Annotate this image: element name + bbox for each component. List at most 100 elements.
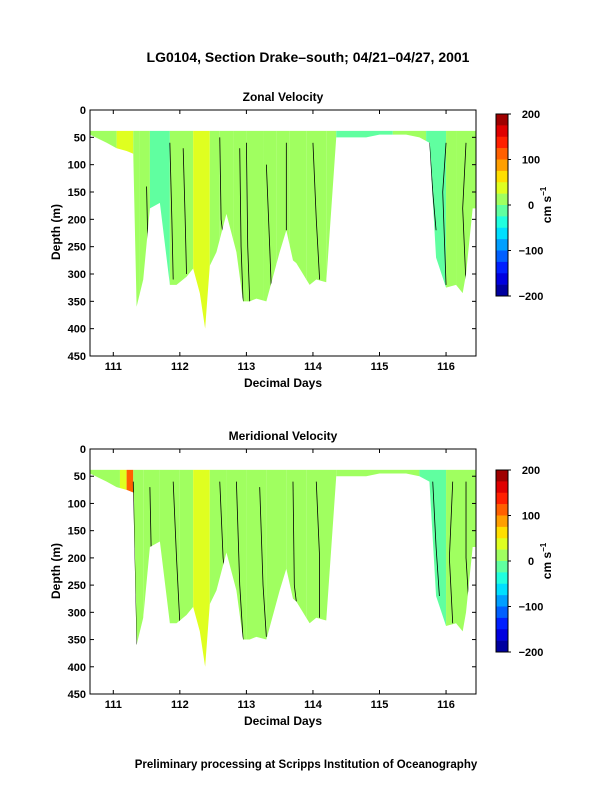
colorbar-cell — [496, 284, 508, 297]
velocity-cell — [193, 469, 210, 667]
colorbar-cell — [496, 595, 508, 607]
colorbar-tick-label: −100 — [519, 246, 544, 258]
velocity-cell — [149, 130, 170, 329]
x-tick-label: 114 — [304, 361, 323, 373]
velocity-cell — [326, 130, 337, 329]
contour-line — [265, 164, 273, 299]
colorbar-cell — [496, 538, 508, 550]
colorbar-cell — [496, 583, 508, 596]
y-tick-label: 0 — [80, 105, 86, 117]
x-tick-label: 111 — [105, 361, 122, 373]
colorbar-tick-label: 100 — [522, 155, 540, 167]
panel-title: Meridional Velocity — [229, 429, 338, 443]
velocity-cell — [169, 130, 187, 329]
velocity-cell — [289, 130, 307, 329]
y-axis-label: Depth (m) — [49, 543, 63, 599]
colorbar-cell — [496, 114, 508, 126]
colorbar-tick-label: 100 — [522, 511, 540, 523]
colorbar-tick-label: 200 — [522, 465, 540, 477]
contour-line — [442, 142, 447, 285]
colorbar-label-exponent: −1 — [539, 186, 548, 196]
colorbar-cell — [496, 193, 508, 206]
colorbar-cell — [496, 125, 508, 138]
zonal-velocity-panel: Zonal Velocity Decimal Days Depth (m) 0 5… — [49, 90, 554, 390]
contour-line — [462, 142, 467, 285]
colorbar-cell — [496, 515, 508, 528]
velocity-cell — [133, 130, 140, 329]
y-tick-label: 200 — [68, 214, 86, 226]
x-tick-label: 114 — [304, 699, 323, 711]
colorbar-tick-label: −200 — [519, 291, 544, 303]
x-tick-label: 112 — [171, 361, 189, 373]
y-tick-label: 250 — [68, 242, 86, 254]
contour-line — [239, 148, 244, 302]
colorbar-cell — [496, 227, 508, 240]
velocity-cell — [246, 130, 264, 329]
colorbar-cell — [496, 504, 508, 516]
y-tick-label: 250 — [68, 580, 86, 592]
contour-line — [259, 487, 267, 637]
colorbar-tick-label: −100 — [519, 602, 544, 614]
colorbar-tick-label: 200 — [522, 109, 540, 121]
colorbar-tick-label: 0 — [528, 556, 534, 568]
y-tick-label: 450 — [68, 351, 86, 363]
x-axis-label: Decimal Days — [244, 376, 322, 390]
velocity-cell — [286, 469, 307, 667]
contour-line — [432, 481, 440, 597]
contour-line — [169, 142, 174, 280]
plot-frame — [89, 448, 477, 695]
contour-line — [315, 481, 321, 618]
colorbar-cell — [496, 606, 508, 619]
footer-note: Preliminary processing at Scripps Instit… — [135, 759, 478, 771]
y-tick-label: 300 — [68, 269, 86, 281]
velocity-cell — [143, 469, 160, 667]
contour-line — [172, 481, 181, 624]
velocity-cell — [226, 469, 247, 667]
velocity-field — [90, 469, 476, 667]
figure-title: LG0104, Section Drake–south; 04/21–04/27… — [147, 49, 470, 65]
colorbar-tick-label: 0 — [528, 200, 534, 212]
velocity-cell — [446, 130, 457, 329]
x-tick-label: 115 — [371, 361, 389, 373]
x-axis-label: Decimal Days — [244, 714, 322, 728]
y-tick-label: 400 — [68, 324, 86, 336]
contour-line — [448, 481, 454, 624]
velocity-cell — [186, 130, 194, 329]
x-tick-label: 113 — [238, 699, 256, 711]
colorbar-cell — [496, 250, 508, 263]
colorbar-cell — [496, 216, 508, 229]
colorbar-cell — [496, 492, 508, 505]
meridional-velocity-panel: Meridional Velocity Decimal Days Depth (… — [49, 429, 554, 728]
colorbar-label: cm s−1 — [539, 186, 554, 223]
contour-line — [245, 142, 251, 302]
velocity-cell — [336, 130, 393, 329]
y-tick-label: 450 — [68, 689, 86, 701]
plot-frame — [89, 109, 477, 357]
colorbar-cell — [496, 629, 508, 641]
velocity-cell — [159, 469, 180, 667]
colorbar-cell — [496, 148, 508, 160]
contour-line — [429, 142, 437, 231]
panel-title: Zonal Velocity — [243, 90, 324, 104]
colorbar-cell — [496, 261, 508, 274]
velocity-cell — [219, 130, 234, 329]
velocity-cell — [246, 469, 267, 667]
velocity-cell — [126, 469, 134, 667]
velocity-field — [90, 130, 476, 329]
y-tick-label: 300 — [68, 607, 86, 619]
y-axis-label: Depth (m) — [49, 204, 63, 260]
x-tick-label: 116 — [437, 361, 455, 373]
colorbar-label-exponent: −1 — [539, 542, 548, 552]
colorbar-cell — [496, 239, 508, 251]
colorbar-cell — [496, 526, 508, 539]
colorbar-cell — [496, 273, 508, 285]
velocity-cell — [419, 469, 447, 667]
colorbar-cell — [496, 481, 508, 494]
y-tick-label: 50 — [74, 471, 86, 483]
velocity-cell — [90, 469, 120, 667]
colorbar-cell — [496, 159, 508, 172]
y-tick-label: 50 — [74, 132, 86, 144]
colorbar-cell — [496, 136, 508, 149]
y-tick-label: 400 — [68, 662, 86, 674]
